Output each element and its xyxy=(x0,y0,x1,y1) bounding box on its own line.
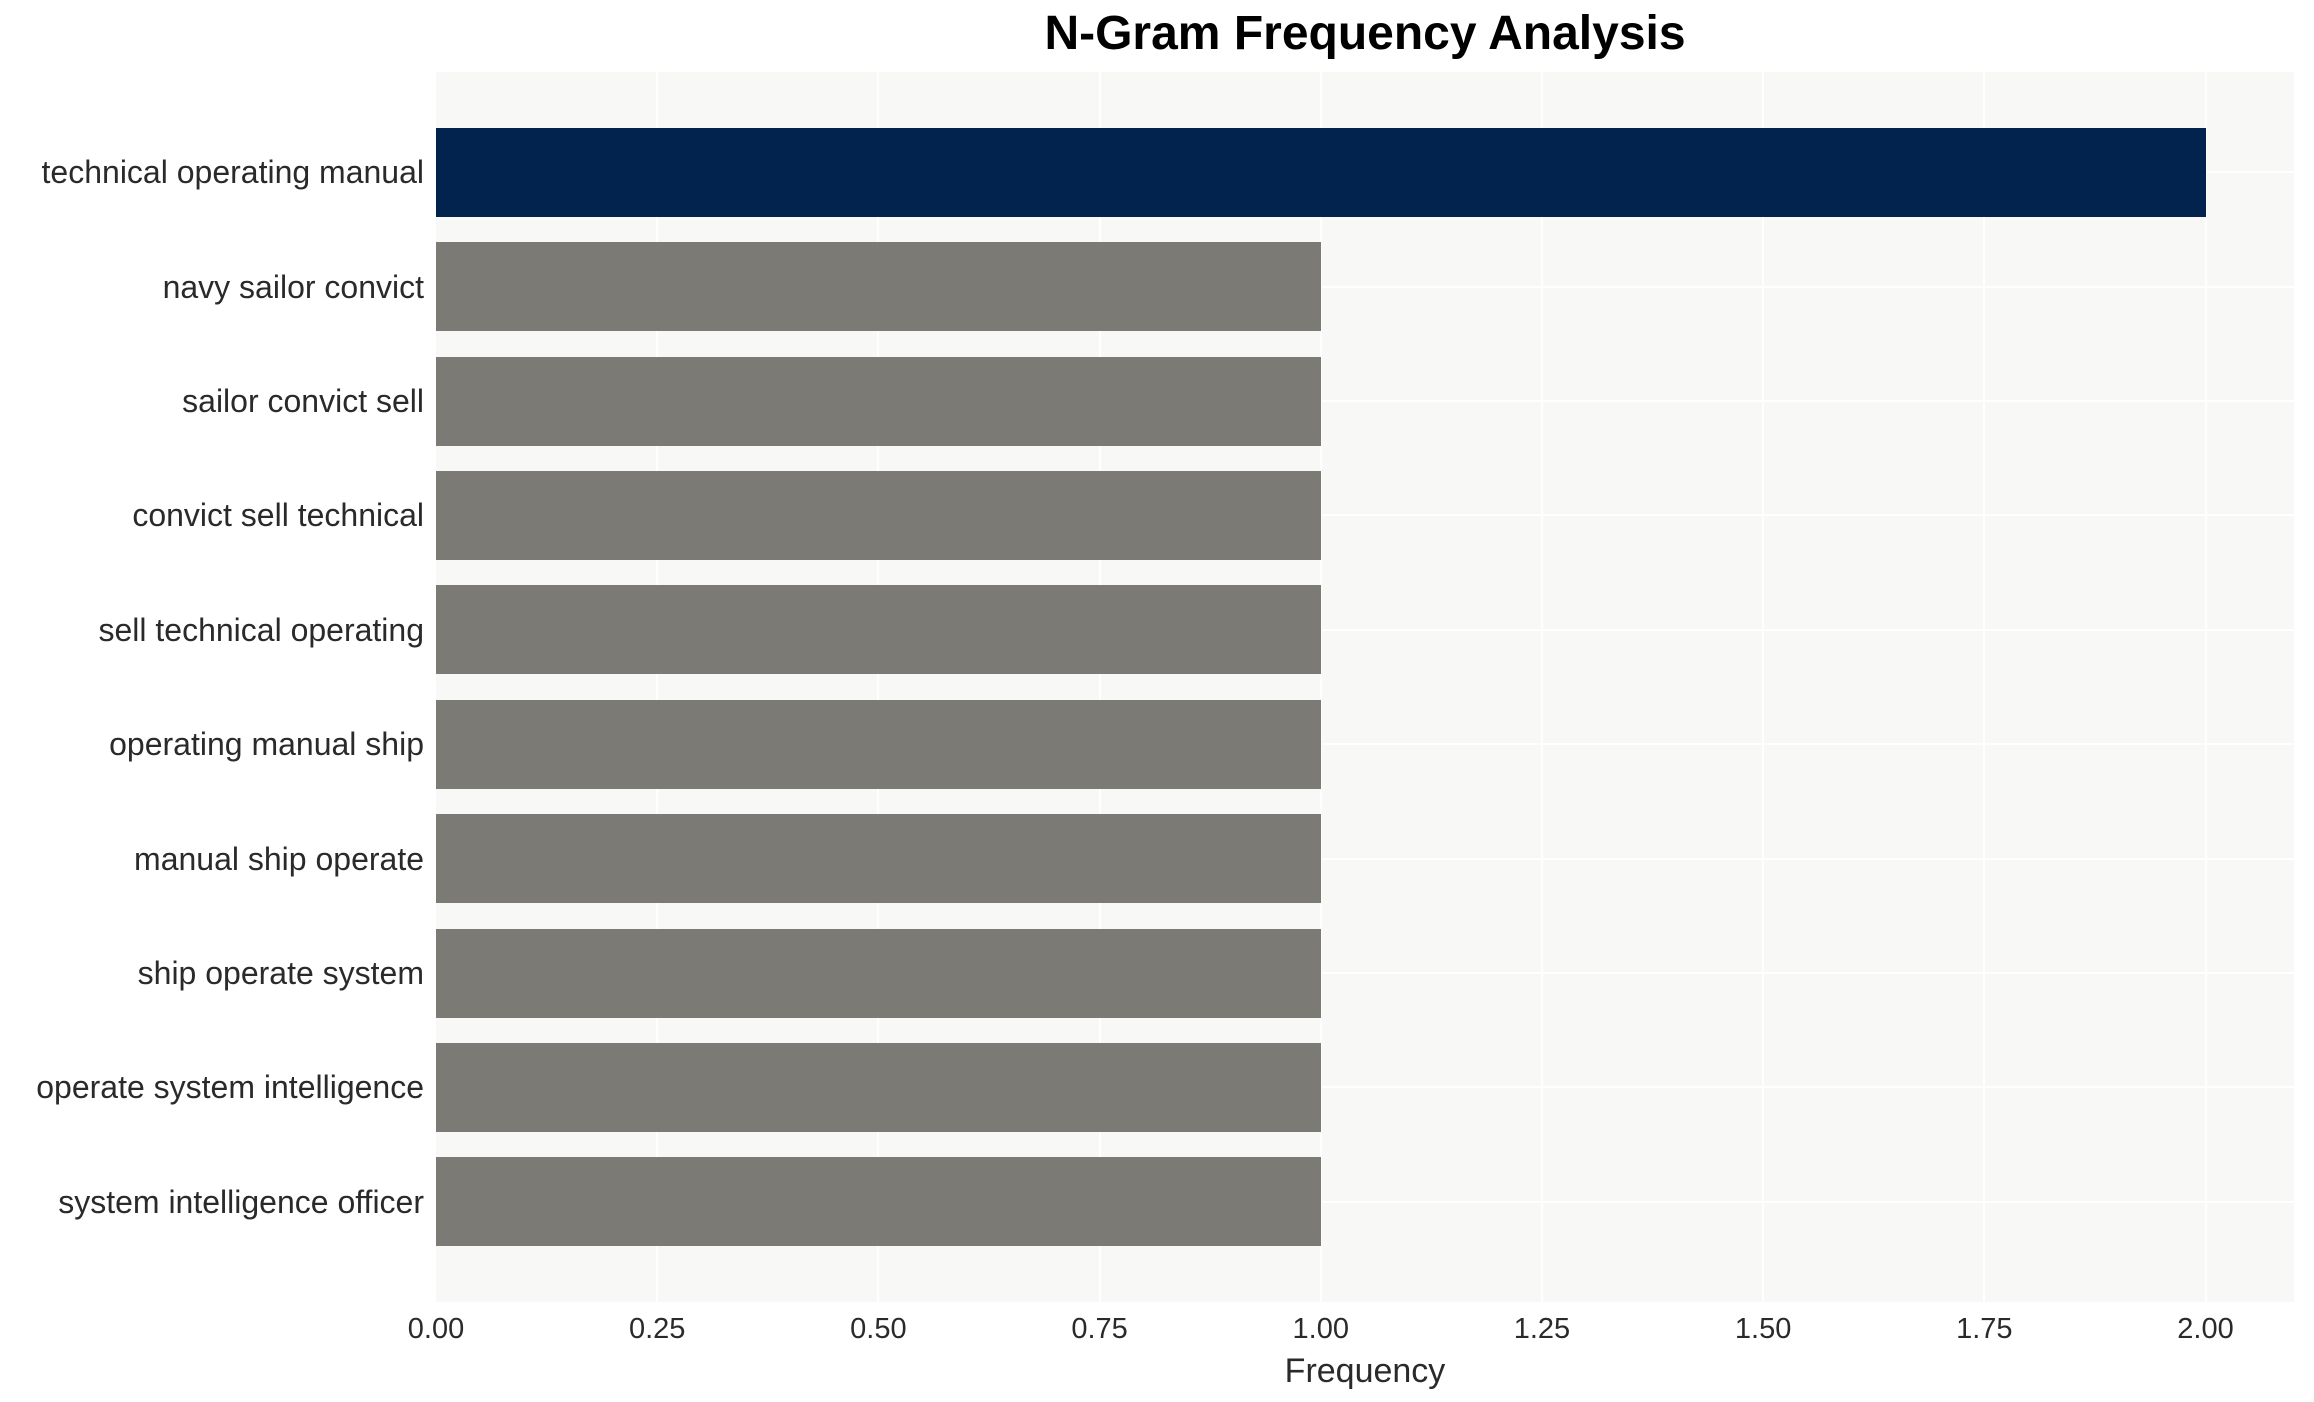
x-tick-label: 1.75 xyxy=(1956,1313,2013,1345)
y-tick-label: sell technical operating xyxy=(98,611,424,648)
x-axis-title: Frequency xyxy=(1284,1352,1446,1390)
y-tick-label: sailor convict sell xyxy=(182,383,424,419)
y-tick-label: navy sailor convict xyxy=(162,268,424,305)
bar-manual-ship-operate xyxy=(436,814,1321,904)
v-gridline xyxy=(656,72,659,1302)
bar-ship-operate-system xyxy=(436,928,1321,1018)
y-tick-label: operating manual ship xyxy=(109,726,424,763)
x-tick-label: 1.00 xyxy=(1292,1313,1349,1345)
h-gridline xyxy=(436,857,2294,860)
v-gridline xyxy=(1319,72,1322,1302)
v-gridline xyxy=(1098,72,1101,1302)
bar-convict-sell-technical xyxy=(436,470,1321,560)
y-tick-label: convict sell technical xyxy=(132,497,424,534)
bar-operate-system-intelligence xyxy=(436,1042,1321,1132)
h-gridline xyxy=(436,285,2294,288)
h-gridline xyxy=(436,400,2294,402)
v-gridline xyxy=(1540,72,1543,1302)
x-tick-label: 1.50 xyxy=(1734,1313,1792,1345)
x-tick-label: 0.00 xyxy=(407,1313,465,1345)
h-gridline xyxy=(436,1200,2294,1203)
y-tick-label: system intelligence officer xyxy=(58,1183,424,1220)
bar-navy-sailor-convict xyxy=(436,242,1321,332)
chart-title: N-Gram Frequency Analysis xyxy=(1044,7,1686,60)
bar-operating-manual-ship xyxy=(436,699,1321,789)
y-tick-label: technical operating manual xyxy=(41,154,424,191)
x-tick-label: 0.25 xyxy=(628,1313,686,1345)
bar-sailor-convict-sell xyxy=(436,356,1321,446)
h-gridline xyxy=(436,1086,2294,1089)
y-tick-label: ship operate system xyxy=(137,955,424,991)
bar-system-intelligence-officer xyxy=(436,1157,1321,1247)
bar-sell-technical-operating xyxy=(436,585,1321,675)
x-tick-label: 1.25 xyxy=(1513,1313,1571,1345)
y-tick-label: manual ship operate xyxy=(134,840,424,877)
v-gridline xyxy=(877,72,880,1302)
v-gridline xyxy=(1762,72,1765,1302)
x-tick-label: 0.75 xyxy=(1071,1313,1128,1345)
h-gridline xyxy=(436,628,2294,631)
bar-technical-operating-manual xyxy=(436,127,2206,217)
plot-area xyxy=(436,72,2294,1302)
h-gridline xyxy=(436,743,2294,746)
h-gridline xyxy=(436,514,2294,517)
y-tick-label: operate system intelligence xyxy=(36,1069,424,1106)
h-gridline xyxy=(436,972,2294,974)
v-gridline xyxy=(2204,72,2207,1302)
v-gridline xyxy=(1983,72,1986,1302)
x-tick-label: 0.50 xyxy=(850,1313,907,1345)
x-tick-label: 2.00 xyxy=(2177,1313,2234,1345)
